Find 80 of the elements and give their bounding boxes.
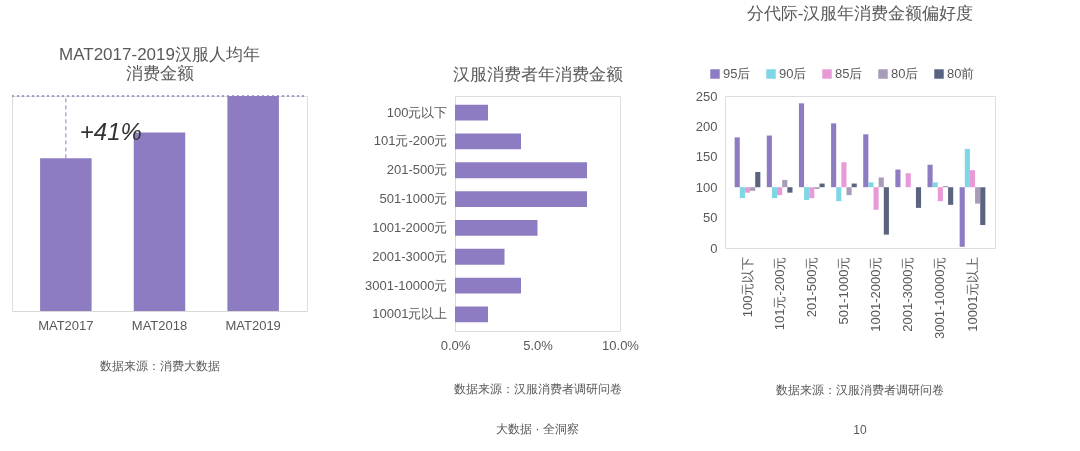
bar xyxy=(455,162,587,179)
x-tick-label: MAT2017 xyxy=(38,317,94,333)
text: 10 xyxy=(853,423,867,437)
y-tick-label: 201-500元 xyxy=(386,162,448,178)
x-tick-label: 501-1000元 xyxy=(835,256,851,325)
y-tick-label: 100元以下 xyxy=(386,104,448,120)
annotation: +41% xyxy=(79,117,142,145)
x-tick-label: 10.0% xyxy=(602,337,640,353)
text: 大数据 · 全洞察 xyxy=(496,422,579,436)
bar xyxy=(771,187,778,199)
bar xyxy=(782,179,788,188)
legend-label: 80前 xyxy=(947,66,975,81)
x-tick-label: 101元-200元 xyxy=(771,256,787,331)
x-tick-label: 201-500元 xyxy=(803,256,819,318)
bar xyxy=(937,187,943,202)
bar xyxy=(809,187,815,199)
y-tick-label: 501-1000元 xyxy=(379,191,448,207)
bar xyxy=(755,172,761,188)
bar xyxy=(883,187,889,235)
x-tick-label: 0.0% xyxy=(440,337,471,353)
source-note: 数据来源：消费大数据 xyxy=(99,359,220,373)
y-tick-label: 1001-2000元 xyxy=(372,219,448,235)
source-note: 数据来源：汉服消费者调研问卷 xyxy=(453,382,622,396)
bar xyxy=(873,187,879,210)
bar xyxy=(868,182,874,188)
x-tick-label: 10001元以上 xyxy=(964,256,980,332)
bar xyxy=(744,187,751,193)
y-tick-label: 100 xyxy=(695,179,718,195)
x-tick-label: MAT2019 xyxy=(225,317,281,333)
legend-label: 95后 xyxy=(723,66,751,81)
x-tick-label: 5.0% xyxy=(523,337,554,353)
bar xyxy=(932,182,938,188)
bar xyxy=(455,133,521,150)
y-tick-label: 50 xyxy=(703,210,718,226)
bar xyxy=(964,148,970,188)
x-tick-label: 1001-2000元 xyxy=(868,256,884,332)
x-tick-label: 3001-10000元 xyxy=(932,256,948,339)
bar xyxy=(959,187,965,247)
y-tick-label: 200 xyxy=(695,118,718,134)
bar xyxy=(836,187,842,202)
bar xyxy=(787,187,793,193)
bar xyxy=(927,164,933,188)
bar xyxy=(895,169,901,188)
y-tick-label: 150 xyxy=(695,149,718,165)
bar xyxy=(455,277,521,294)
legend-label: 85后 xyxy=(835,66,863,81)
bar xyxy=(878,177,884,188)
bar xyxy=(777,187,783,196)
y-tick-label: 101元-200元 xyxy=(373,133,448,149)
bar xyxy=(948,187,954,205)
bar xyxy=(863,134,869,188)
bar xyxy=(975,187,981,204)
bar xyxy=(969,170,976,188)
bar xyxy=(798,103,805,188)
bar xyxy=(750,187,756,191)
bar xyxy=(734,137,740,188)
bar xyxy=(841,162,847,188)
bar xyxy=(455,306,488,323)
legend-label: 90后 xyxy=(779,66,807,81)
source-note: 数据来源：汉服消费者调研问卷 xyxy=(776,383,944,397)
bar xyxy=(831,123,837,188)
bar xyxy=(980,187,986,225)
x-tick-label: MAT2018 xyxy=(131,317,188,333)
bar xyxy=(905,173,911,188)
chart-title: 汉服消费者年消费金额 xyxy=(452,65,623,84)
chart-title: 分代际-汉服年消费金额偏好度 xyxy=(746,4,974,23)
bar xyxy=(455,104,488,121)
y-tick-label: 0 xyxy=(710,240,718,256)
bar xyxy=(455,191,587,208)
x-tick-label: 2001-3000元 xyxy=(900,256,916,332)
y-tick-label: 250 xyxy=(695,88,718,104)
bar xyxy=(455,219,538,236)
bar xyxy=(915,187,922,208)
bar xyxy=(766,135,772,188)
bar xyxy=(739,187,745,199)
bar xyxy=(846,187,852,196)
bar xyxy=(455,248,505,265)
chart-title: MAT2017-2019汉服人均年消费金额 xyxy=(59,45,260,84)
bar xyxy=(804,187,810,200)
legend-label: 80后 xyxy=(891,66,919,81)
